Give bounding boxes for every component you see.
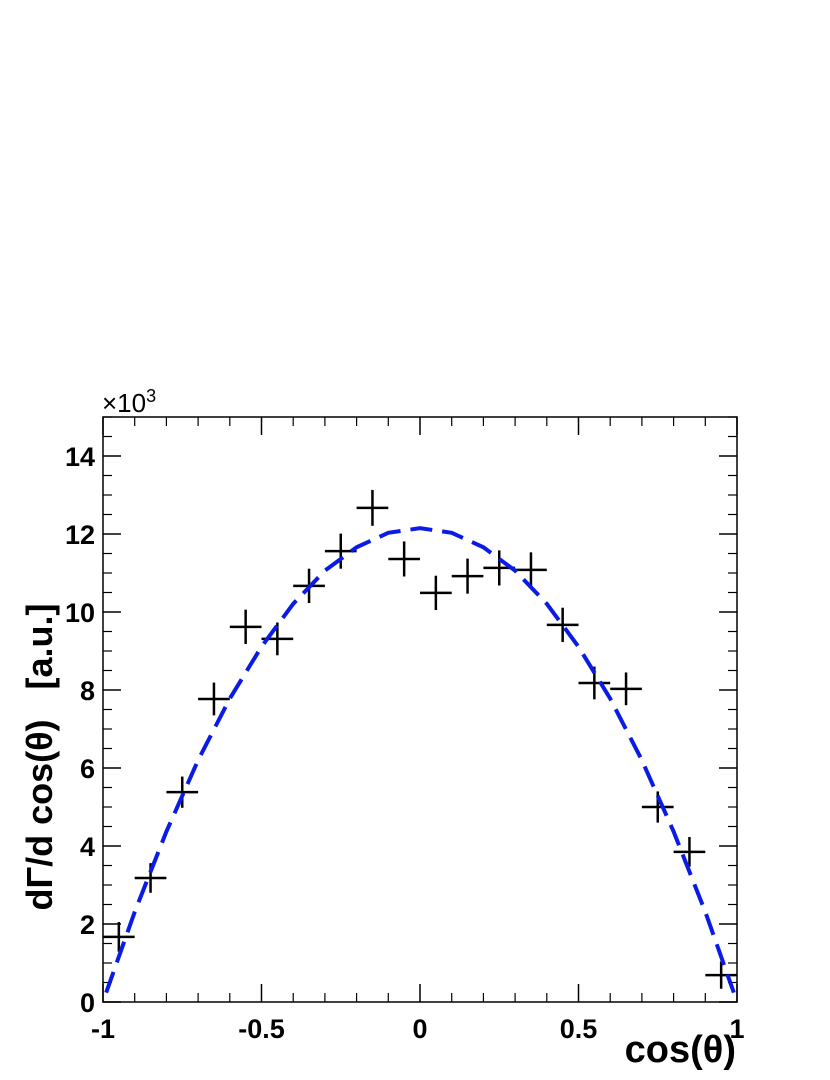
- x-axis-label: cos(θ): [625, 1029, 736, 1071]
- y-tick-label: 14: [65, 442, 95, 472]
- y-axis-label: dΓ/d cos(θ) [a.u.]: [19, 603, 60, 910]
- y-tick-label: 8: [80, 676, 95, 706]
- y-multiplier: ×103: [102, 386, 156, 418]
- y-multiplier-base: ×10: [102, 388, 146, 418]
- y-tick-label: 10: [65, 598, 95, 628]
- y-tick-label: 4: [80, 832, 95, 862]
- x-tick-label: 0: [412, 1014, 427, 1044]
- y-tick-label: 0: [80, 988, 95, 1018]
- fit-curve: [104, 526, 736, 994]
- y-tick-label: 6: [80, 754, 95, 784]
- x-tick-label: 0.5: [560, 1014, 598, 1044]
- x-tick-label: 1: [729, 1014, 744, 1044]
- x-tick-label: -1: [91, 1014, 115, 1044]
- y-tick-label: 2: [80, 910, 95, 940]
- x-tick-label: -0.5: [238, 1014, 285, 1044]
- y-tick-label: 12: [65, 520, 95, 550]
- y-multiplier-exponent: 3: [146, 386, 156, 406]
